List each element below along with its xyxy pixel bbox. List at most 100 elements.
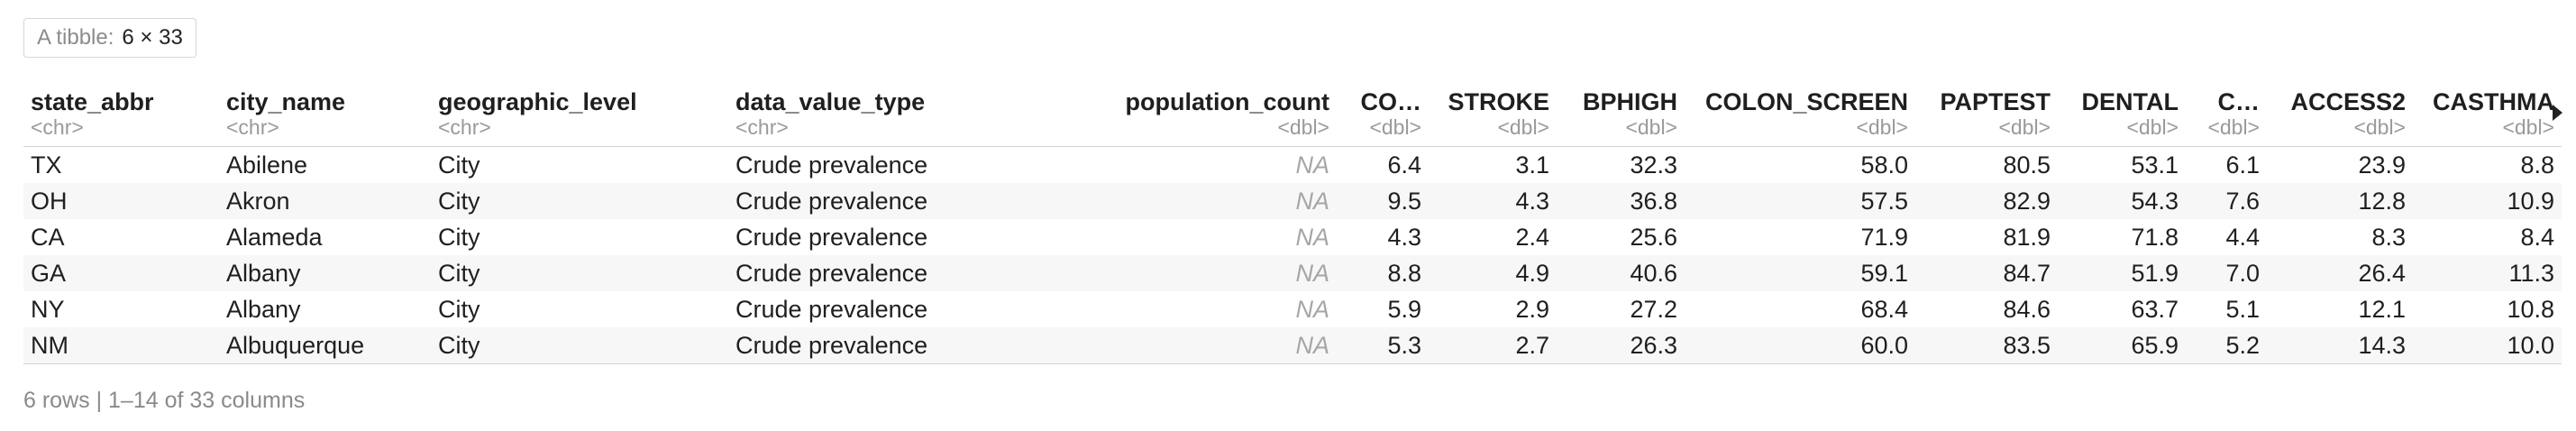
table-cell: 53.1 [2131,151,2179,179]
column-header-row: state_abbr city_name geographic_level da… [23,78,2562,115]
table-cell: 59.1 [1860,259,1908,287]
table-cell: 80.5 [2003,151,2051,179]
table-cell: Abilene [226,151,308,179]
column-type: <dbl> [1497,115,1549,139]
table-cell: Crude prevalence [735,259,928,287]
column-header[interactable]: CO… [1360,88,1422,115]
table-cell: Crude prevalence [735,223,928,251]
column-type: <dbl> [1625,115,1677,139]
table-cell: Crude prevalence [735,151,928,179]
column-header[interactable]: population_count [1125,88,1329,115]
table-cell: OH [31,187,68,215]
table-cell-na: NA [1295,151,1329,179]
table-row: NM Albuquerque City Crude prevalence NA … [23,327,2562,364]
column-header[interactable]: PAPTEST [1940,88,2051,115]
column-type: <dbl> [1277,115,1329,139]
table-cell: 4.4 [2225,223,2260,251]
table-cell: 54.3 [2131,187,2179,215]
table-cell: 4.3 [1515,187,1549,215]
table-cell: 7.0 [2225,259,2260,287]
table-cell-na: NA [1295,331,1329,359]
column-header[interactable]: state_abbr [31,88,154,115]
table-cell: 81.9 [2003,223,2051,251]
table-cell: 5.3 [1387,331,1421,359]
table-cell: 8.8 [2520,151,2554,179]
table-cell: 68.4 [1860,295,1908,323]
table-cell: 60.0 [1860,331,1908,359]
column-type: <dbl> [2502,115,2554,139]
table-cell: City [438,259,480,287]
table-cell: 8.8 [1387,259,1421,287]
table-cell: 6.1 [2225,151,2260,179]
table-cell: 5.1 [2225,295,2260,323]
column-header[interactable]: STROKE [1448,88,1549,115]
table-cell: 4.9 [1515,259,1549,287]
column-header[interactable]: data_value_type [735,88,926,115]
table-cell: 9.5 [1387,187,1421,215]
column-header[interactable]: COLON_SCREEN [1704,88,1908,115]
table-cell-na: NA [1295,259,1329,287]
table-cell: 23.9 [2358,151,2406,179]
table-cell: City [438,295,480,323]
table-row: OH Akron City Crude prevalence NA 9.5 4.… [23,183,2562,219]
table-cell: Crude prevalence [735,331,928,359]
column-type: <dbl> [2126,115,2179,139]
table-cell: 11.3 [2508,259,2554,287]
table-cell: 25.6 [1630,223,1677,251]
data-table: state_abbr city_name geographic_level da… [23,78,2562,364]
data-table-container: state_abbr city_name geographic_level da… [23,78,2562,364]
tibble-label: A tibble: [37,25,114,50]
more-columns-button[interactable] [2553,97,2562,125]
table-cell: 14.3 [2358,331,2406,359]
table-cell: 51.9 [2131,259,2179,287]
table-cell-na: NA [1295,295,1329,323]
table-cell: Albuquerque [226,331,365,359]
column-header[interactable]: BPHIGH [1582,88,1677,115]
table-cell: CA [31,223,65,251]
table-cell-na: NA [1295,223,1329,251]
table-row: TX Abilene City Crude prevalence NA 6.4 … [23,147,2562,184]
tibble-badge: A tibble: 6 × 33 [23,18,196,58]
table-row: NY Albany City Crude prevalence NA 5.9 2… [23,291,2562,327]
table-cell: 27.2 [1630,295,1677,323]
column-type: <chr> [735,115,789,139]
column-header[interactable]: C… [2217,88,2261,115]
table-cell: 3.1 [1515,151,1549,179]
table-cell: 71.9 [1860,223,1908,251]
table-footer-summary: 6 rows | 1–14 of 33 columns [23,388,306,413]
table-cell: 71.8 [2131,223,2179,251]
table-row: CA Alameda City Crude prevalence NA 4.3 … [23,219,2562,255]
table-cell: Albany [226,295,301,323]
table-cell: 26.3 [1630,331,1677,359]
column-header[interactable]: CASTHMA [2433,88,2554,115]
table-row: GA Albany City Crude prevalence NA 8.8 4… [23,255,2562,291]
table-cell: 65.9 [2131,331,2179,359]
table-cell: 84.7 [2003,259,2051,287]
table-cell: 57.5 [1860,187,1908,215]
table-cell: 5.2 [2225,331,2260,359]
table-cell: 36.8 [1630,187,1677,215]
table-cell: 63.7 [2131,295,2179,323]
table-cell: 10.8 [2507,295,2554,323]
table-cell: 2.4 [1515,223,1549,251]
column-header[interactable]: DENTAL [2081,88,2179,115]
triangle-right-icon[interactable] [2553,105,2562,121]
table-cell-na: NA [1295,187,1329,215]
table-cell: Akron [226,187,290,215]
table-cell: 83.5 [2003,331,2051,359]
column-header[interactable]: ACCESS2 [2290,88,2406,115]
table-cell: City [438,187,480,215]
table-cell: 2.9 [1515,295,1549,323]
table-cell: Crude prevalence [735,187,928,215]
table-cell: Crude prevalence [735,295,928,323]
column-header[interactable]: city_name [226,88,346,115]
table-cell: NY [31,295,65,323]
table-cell: Albany [226,259,301,287]
column-header[interactable]: geographic_level [438,88,637,115]
table-cell: NM [31,331,69,359]
table-cell: City [438,331,480,359]
column-type: <dbl> [1856,115,1908,139]
table-cell: 32.3 [1630,151,1677,179]
table-cell: 26.4 [2358,259,2406,287]
table-cell: 6.4 [1387,151,1421,179]
